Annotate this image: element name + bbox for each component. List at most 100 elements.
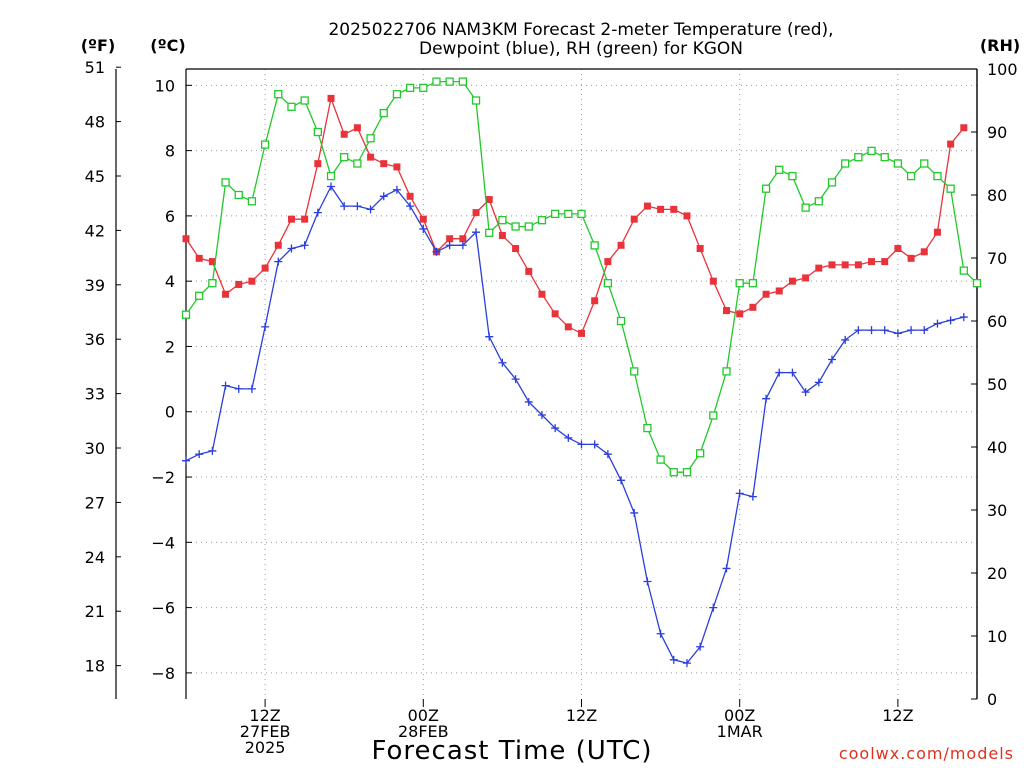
dewpoint-point: [656, 629, 665, 638]
dewpoint-point: [722, 564, 731, 573]
rh-point: [287, 102, 296, 111]
temperature-point: [222, 290, 230, 298]
rh-point: [379, 108, 388, 118]
rh-point: [247, 197, 257, 206]
rh-point: [867, 146, 876, 156]
rh-point: [920, 159, 929, 168]
dewpoint-point: [353, 202, 362, 211]
dewpoint-point: [682, 659, 691, 668]
rh-point: [709, 411, 718, 420]
dewpoint-point: [498, 358, 507, 367]
celsius-tick-label: −4: [151, 533, 175, 552]
temperature-point: [498, 231, 506, 239]
temperature-point: [274, 241, 282, 249]
dewpoint-point: [617, 476, 626, 485]
rh-point: [669, 468, 678, 477]
temperature-point: [854, 261, 862, 269]
temperature-point: [881, 258, 889, 266]
rh-point: [722, 367, 731, 376]
temperature-point: [208, 258, 216, 266]
dewpoint-point: [696, 642, 705, 651]
rh-point: [788, 171, 797, 181]
rh-tick-label: 60: [987, 312, 1007, 331]
temperature-point: [723, 307, 731, 315]
dewpoint-point: [880, 326, 889, 335]
rh-point: [353, 159, 362, 168]
dewpoint-point: [827, 355, 836, 364]
temperature-point: [446, 235, 454, 243]
rh-point: [603, 279, 613, 288]
rh-point: [432, 77, 441, 86]
temperature-point: [670, 205, 678, 213]
temperature-point: [709, 277, 717, 285]
celsius-tick-label: 2: [165, 337, 175, 356]
rh-point: [906, 171, 916, 181]
temperature-point: [261, 264, 269, 272]
celsius-tick-label: 4: [165, 272, 175, 291]
rh-point: [405, 83, 415, 93]
temperature-point: [538, 290, 546, 298]
celsius-tick-label: 6: [165, 207, 175, 226]
dewpoint-point: [327, 182, 336, 191]
dewpoint-point: [867, 326, 876, 335]
rh-unit-label: (RH): [980, 36, 1020, 55]
dewpoint-point: [933, 319, 942, 328]
temperature-point: [564, 323, 572, 331]
dewpoint-point: [182, 456, 190, 465]
rh-point: [340, 153, 349, 162]
temperature-point: [749, 303, 757, 311]
dewpoint-point: [762, 394, 771, 403]
dewpoint-point: [379, 192, 388, 201]
temperature-point: [841, 261, 849, 269]
temperature-point: [380, 160, 388, 168]
temperature-point: [419, 215, 427, 223]
source-credit: coolwx.com/models: [839, 744, 1014, 763]
rh-point: [313, 127, 322, 137]
fahrenheit-tick-label: 51: [85, 58, 105, 77]
dewpoint-point: [261, 322, 270, 331]
x-tick-label: 27FEB: [240, 722, 291, 741]
celsius-tick-label: −8: [151, 664, 175, 683]
temperature-point: [657, 205, 665, 213]
dewpoint-point: [313, 208, 322, 217]
temperature-point: [775, 287, 783, 295]
dewpoint-point: [551, 424, 560, 433]
plot-series: [181, 77, 982, 668]
temperature-point: [485, 196, 493, 204]
dewpoint-point: [801, 388, 810, 397]
rh-point: [181, 310, 191, 319]
rh-tick-label: 70: [987, 249, 1007, 268]
temperature-point: [894, 245, 902, 253]
temperature-point: [643, 202, 651, 210]
temperature-point: [248, 277, 256, 285]
temperature-point: [696, 245, 704, 253]
fahrenheit-tick-label: 33: [85, 385, 105, 404]
dewpoint-point: [458, 241, 467, 250]
dewpoint-point: [406, 202, 415, 211]
dewpoint-point: [788, 368, 797, 377]
dewpoint-point: [577, 440, 586, 449]
temperature-point: [920, 248, 928, 256]
rh-point: [511, 222, 520, 231]
grid-lines: [186, 69, 977, 699]
dewpoint-point: [907, 326, 916, 335]
dewpoint-point: [472, 228, 481, 237]
dewpoint-point: [537, 411, 546, 420]
temperature-point: [630, 215, 638, 223]
x-tick-label: 12Z: [566, 706, 597, 725]
rh-point: [656, 455, 665, 464]
fahrenheit-tick-label: 21: [85, 602, 105, 621]
temperature-point: [459, 235, 467, 243]
dewpoint-point: [445, 241, 454, 250]
temperature-point: [933, 228, 941, 236]
fahrenheit-tick-label: 42: [85, 221, 105, 240]
rh-point: [682, 468, 692, 477]
rh-tick-label: 40: [987, 438, 1007, 457]
rh-tick-label: 10: [987, 627, 1007, 646]
rh-tick-label: 20: [987, 564, 1007, 583]
rh-point: [260, 140, 270, 149]
dewpoint-point: [893, 329, 902, 338]
temperature-point: [182, 235, 190, 243]
fahrenheit-tick-label: 18: [85, 657, 105, 676]
dewpoint-point: [564, 433, 573, 442]
